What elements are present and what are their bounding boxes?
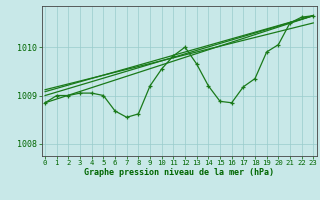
X-axis label: Graphe pression niveau de la mer (hPa): Graphe pression niveau de la mer (hPa) [84, 168, 274, 177]
